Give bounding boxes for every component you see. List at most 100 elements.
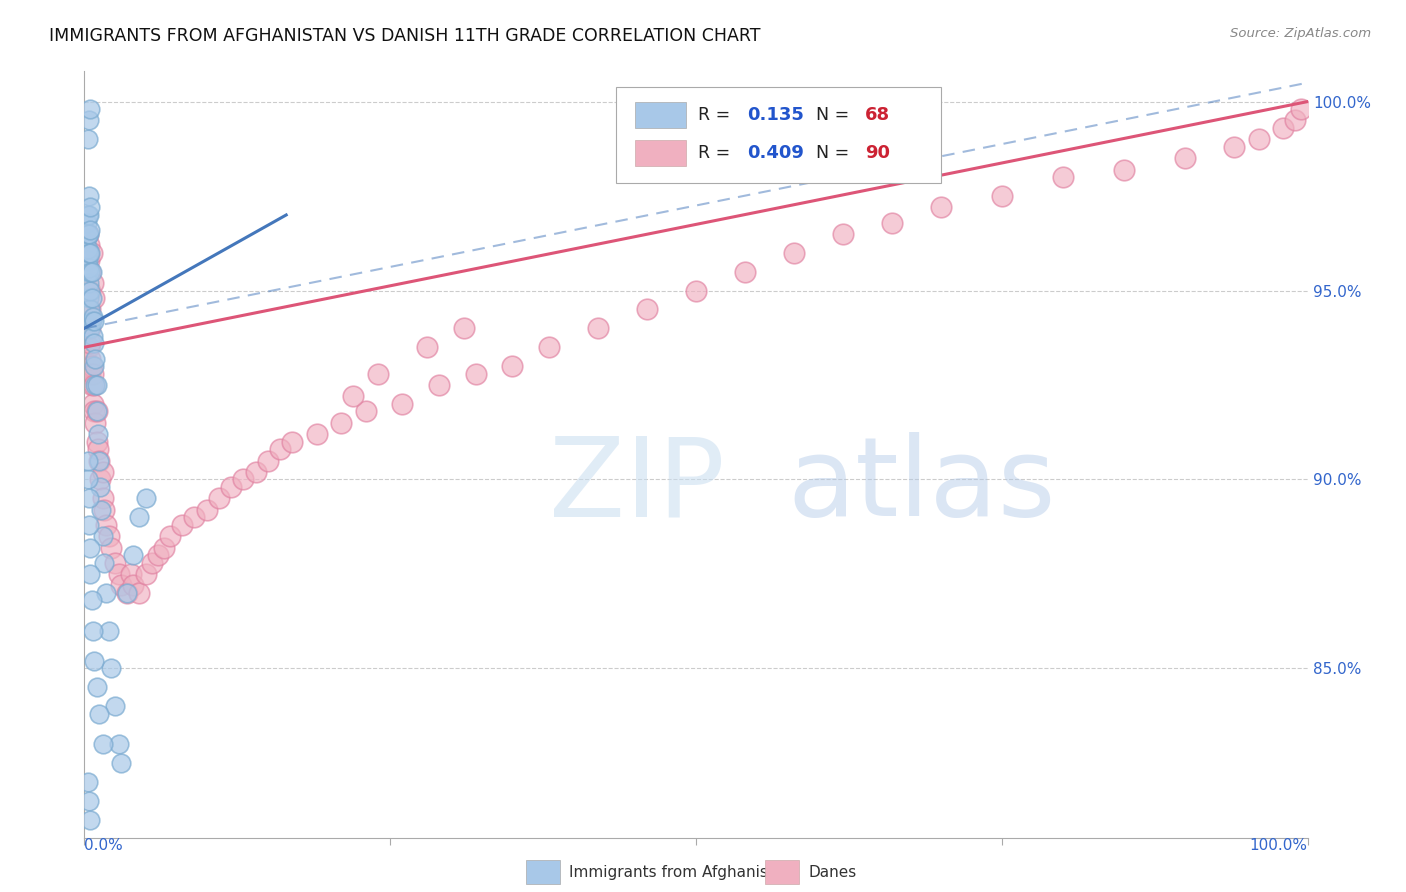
Point <box>79 245 101 260</box>
Point <box>141 556 163 570</box>
Point <box>93 556 115 570</box>
Point <box>77 491 100 506</box>
Point <box>77 260 100 275</box>
Point <box>104 556 127 570</box>
Text: Source: ZipAtlas.com: Source: ZipAtlas.com <box>1230 27 1371 40</box>
Point <box>82 397 104 411</box>
Point <box>1272 121 1295 136</box>
Point <box>77 517 100 532</box>
Point <box>79 102 101 116</box>
Point <box>77 340 100 354</box>
Point <box>77 321 100 335</box>
Point <box>245 465 267 479</box>
Point <box>128 510 150 524</box>
Point <box>153 541 176 555</box>
Point <box>586 321 609 335</box>
Point <box>91 465 114 479</box>
Point <box>80 314 103 328</box>
Point <box>79 302 101 317</box>
FancyBboxPatch shape <box>636 140 686 167</box>
Point <box>89 473 111 487</box>
Text: R =: R = <box>699 106 737 124</box>
Point <box>76 230 98 244</box>
Point <box>208 491 231 506</box>
Point <box>502 359 524 373</box>
Point <box>367 367 389 381</box>
FancyBboxPatch shape <box>616 87 941 183</box>
Point <box>80 291 103 305</box>
Point <box>416 340 439 354</box>
Point <box>77 208 100 222</box>
Point <box>79 541 101 555</box>
Point <box>929 201 952 215</box>
Point <box>77 302 100 317</box>
Text: N =: N = <box>815 106 855 124</box>
Point <box>90 502 112 516</box>
Point <box>219 480 242 494</box>
Point <box>100 661 122 675</box>
Text: Immigrants from Afghanistan: Immigrants from Afghanistan <box>569 865 793 880</box>
Text: 0.0%: 0.0% <box>84 838 124 854</box>
Point <box>685 284 707 298</box>
Point <box>77 794 100 808</box>
Point <box>79 265 101 279</box>
Point <box>86 404 108 418</box>
Point <box>84 378 107 392</box>
Point <box>77 253 100 268</box>
Point <box>96 586 118 600</box>
Point <box>107 737 129 751</box>
Point <box>128 586 150 600</box>
Point <box>97 624 120 638</box>
Point <box>86 404 108 418</box>
Point <box>880 215 903 229</box>
Text: ZIP: ZIP <box>550 432 725 539</box>
Text: 100.0%: 100.0% <box>1250 838 1308 854</box>
Point <box>86 681 108 695</box>
Point <box>83 378 105 392</box>
Point <box>257 453 280 467</box>
Point <box>97 529 120 543</box>
Point <box>82 310 104 324</box>
Text: 0.135: 0.135 <box>748 106 804 124</box>
Point <box>1291 102 1313 116</box>
Point <box>100 541 122 555</box>
Point <box>77 774 100 789</box>
Point <box>115 586 138 600</box>
Point <box>77 291 100 305</box>
Point <box>79 284 101 298</box>
Point <box>77 208 100 222</box>
Point <box>76 215 98 229</box>
Text: 0.409: 0.409 <box>748 145 804 162</box>
Text: atlas: atlas <box>787 432 1056 539</box>
Point <box>79 223 101 237</box>
Point <box>83 314 105 328</box>
Point <box>79 284 101 298</box>
Point <box>77 238 100 252</box>
Point <box>1223 140 1246 154</box>
Point <box>79 336 101 351</box>
Point <box>77 473 100 487</box>
Point <box>991 189 1014 203</box>
Point <box>427 378 450 392</box>
Point <box>96 517 118 532</box>
Point <box>83 404 105 418</box>
Point <box>82 624 104 638</box>
Point <box>232 473 254 487</box>
Point <box>77 359 100 373</box>
Point <box>172 517 194 532</box>
Point <box>77 227 100 241</box>
Point <box>77 321 100 335</box>
Point <box>115 586 138 600</box>
Point <box>77 245 100 260</box>
Point <box>87 453 110 467</box>
Point <box>107 566 129 581</box>
Point <box>146 548 169 562</box>
Text: N =: N = <box>815 145 855 162</box>
Point <box>83 359 105 373</box>
Point <box>281 434 304 449</box>
Point <box>135 491 157 506</box>
Point <box>79 201 101 215</box>
Text: Danes: Danes <box>808 865 856 880</box>
Point <box>77 227 100 241</box>
Point <box>77 189 100 203</box>
